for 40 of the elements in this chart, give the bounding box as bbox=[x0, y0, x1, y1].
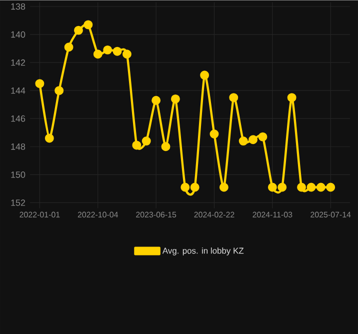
point bbox=[287, 92, 296, 102]
point bbox=[54, 86, 64, 95]
point bbox=[306, 182, 316, 192]
point bbox=[229, 92, 238, 102]
point bbox=[152, 96, 161, 105]
point bbox=[161, 142, 170, 151]
point bbox=[210, 129, 219, 138]
point bbox=[316, 182, 326, 192]
y-tick-label: 150 bbox=[11, 171, 26, 178]
y-tick-label: 146 bbox=[11, 115, 26, 122]
point bbox=[258, 132, 268, 142]
y-tick-label: 138 bbox=[11, 3, 26, 10]
point bbox=[326, 182, 336, 192]
point bbox=[132, 140, 142, 150]
y-tick-label: 144 bbox=[11, 87, 26, 94]
point bbox=[238, 136, 248, 146]
point bbox=[180, 182, 190, 192]
point bbox=[190, 182, 200, 192]
point bbox=[142, 136, 151, 146]
point bbox=[64, 42, 74, 52]
point bbox=[268, 182, 277, 192]
point bbox=[44, 134, 54, 143]
point bbox=[74, 26, 83, 35]
y-tick-label: 148 bbox=[11, 143, 26, 150]
point bbox=[112, 46, 122, 56]
point bbox=[297, 182, 306, 192]
point bbox=[35, 78, 44, 88]
y-tick-label: 142 bbox=[11, 59, 26, 66]
point bbox=[248, 135, 258, 144]
point bbox=[200, 70, 210, 80]
y-tick-label: 140 bbox=[11, 31, 26, 38]
point bbox=[278, 182, 287, 192]
point bbox=[84, 20, 93, 30]
y-tick-label: 152 bbox=[11, 199, 26, 206]
point bbox=[93, 50, 102, 58]
point bbox=[219, 182, 228, 192]
point bbox=[170, 94, 180, 104]
point bbox=[103, 45, 112, 54]
point bbox=[122, 50, 132, 58]
legend-label: Avg. pos. in lobby KZ bbox=[162, 247, 244, 256]
